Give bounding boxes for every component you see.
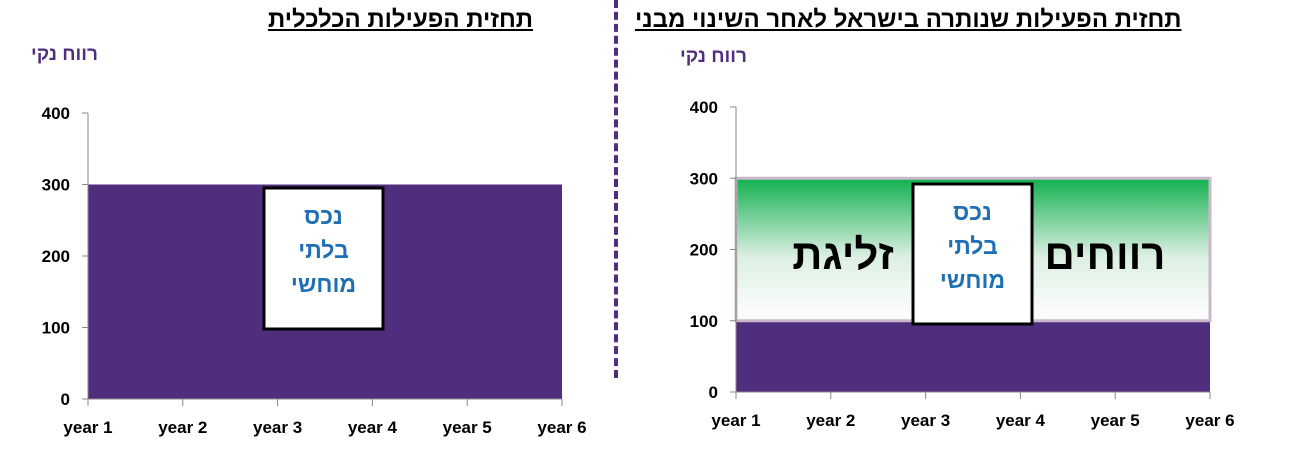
- right-x-tick-label: year 5: [1091, 411, 1140, 430]
- right-profit-leak-label: זליגת: [792, 231, 893, 278]
- left-x-tick-label: year 1: [63, 418, 112, 437]
- chart-divider: [614, 0, 618, 378]
- right-series-1-area: [736, 320, 1210, 392]
- right-y-tick-label: 100: [690, 312, 718, 331]
- right-intangible-asset-label: בלתי: [947, 233, 997, 259]
- left-intangible-asset-box: [262, 186, 385, 331]
- left-intangible-asset-label: בלתי: [298, 237, 348, 263]
- right-intangible-asset-label: נכס: [953, 199, 992, 225]
- right-chart-title: תחזית הפעילות שנותרה בישראל לאחר השינוי …: [635, 6, 1182, 33]
- right-x-tick-label: year 4: [996, 411, 1046, 430]
- left-y-axis-label: רווח נקי: [31, 44, 98, 65]
- right-x-tick-label: year 3: [901, 411, 950, 430]
- right-y-tick-label: 300: [690, 169, 718, 188]
- right-x-tick-label: year 6: [1185, 411, 1234, 430]
- left-y-tick-label: 0: [61, 390, 70, 409]
- right-intangible-asset-box: [911, 182, 1034, 326]
- left-x-tick-label: year 3: [253, 418, 302, 437]
- left-x-tick-label: year 4: [348, 418, 398, 437]
- left-chart-title: תחזית הפעילות הכלכלית: [268, 6, 534, 33]
- right-y-axis-label: רווח נקי: [680, 46, 747, 67]
- right-profit-leak-label: רווחים: [1044, 231, 1165, 278]
- right-x-tick-label: year 2: [806, 411, 855, 430]
- left-intangible-asset-label: מוחשי: [291, 271, 356, 297]
- left-y-tick-label: 400: [42, 104, 70, 123]
- left-y-tick-label: 100: [42, 319, 70, 338]
- right-y-tick-label: 400: [690, 98, 718, 117]
- right-intangible-asset-label: מוחשי: [940, 267, 1005, 293]
- left-x-tick-label: year 5: [443, 418, 492, 437]
- left-y-tick-label: 300: [42, 176, 70, 195]
- left-intangible-asset-label: נכס: [304, 203, 343, 229]
- left-y-tick-label: 200: [42, 247, 70, 266]
- right-y-tick-label: 0: [709, 383, 718, 402]
- left-x-tick-label: year 6: [537, 418, 586, 437]
- left-x-tick-label: year 2: [158, 418, 207, 437]
- right-x-tick-label: year 1: [711, 411, 760, 430]
- right-y-tick-label: 200: [690, 241, 718, 260]
